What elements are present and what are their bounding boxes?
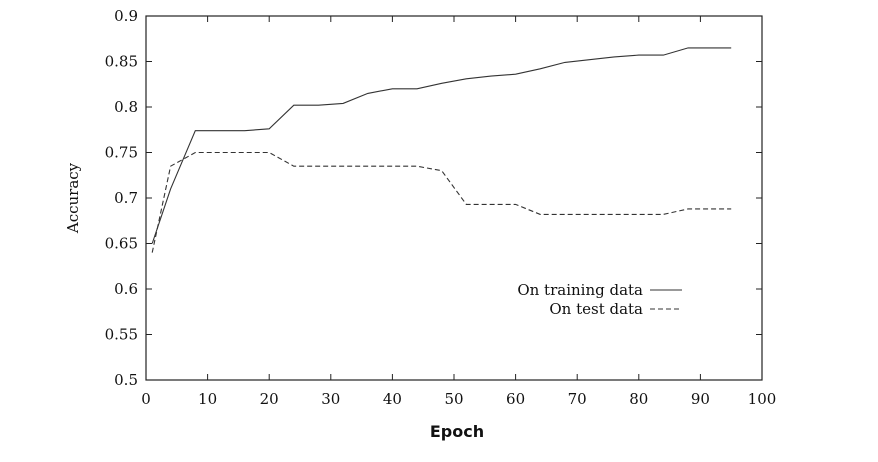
y-axis: 0.5 0.55 0.6 0.65 0.7 0.75 0.8 0.85 0.9	[105, 7, 762, 389]
x-tick-label: 70	[568, 390, 587, 408]
x-tick-label: 90	[691, 390, 710, 408]
y-axis-label: Accuracy	[64, 162, 82, 234]
x-tick-label: 50	[444, 390, 463, 408]
x-tick-label: 30	[321, 390, 340, 408]
x-tick-label: 60	[506, 390, 525, 408]
x-tick-label: 0	[141, 390, 151, 408]
y-tick-label: 0.6	[114, 280, 138, 298]
y-tick-label: 0.5	[114, 371, 138, 389]
plot-lines	[151, 47, 732, 253]
plot-frame	[145, 15, 763, 381]
x-tick-label: 40	[383, 390, 402, 408]
series-line-test	[151, 151, 732, 253]
x-tick-label: 10	[198, 390, 217, 408]
x-tick-label: 80	[629, 390, 648, 408]
x-tick-label: 100	[748, 390, 777, 408]
x-axis-label: Epoch	[430, 422, 484, 441]
series-line-training	[151, 47, 732, 244]
y-tick-label: 0.9	[114, 7, 138, 25]
legend: On training data On test data	[517, 281, 682, 318]
y-tick-label: 0.85	[105, 53, 138, 71]
y-tick-label: 0.75	[105, 144, 138, 162]
legend-label-test: On test data	[549, 300, 643, 318]
y-tick-label: 0.65	[105, 235, 138, 253]
y-tick-label: 0.8	[114, 98, 138, 116]
y-tick-label: 0.55	[105, 326, 138, 344]
x-tick-label: 20	[260, 390, 279, 408]
y-tick-label: 0.7	[114, 189, 138, 207]
x-axis: 0 10 20 30 40 50 60 70 80 90 100	[141, 16, 776, 408]
legend-label-training: On training data	[517, 281, 643, 299]
